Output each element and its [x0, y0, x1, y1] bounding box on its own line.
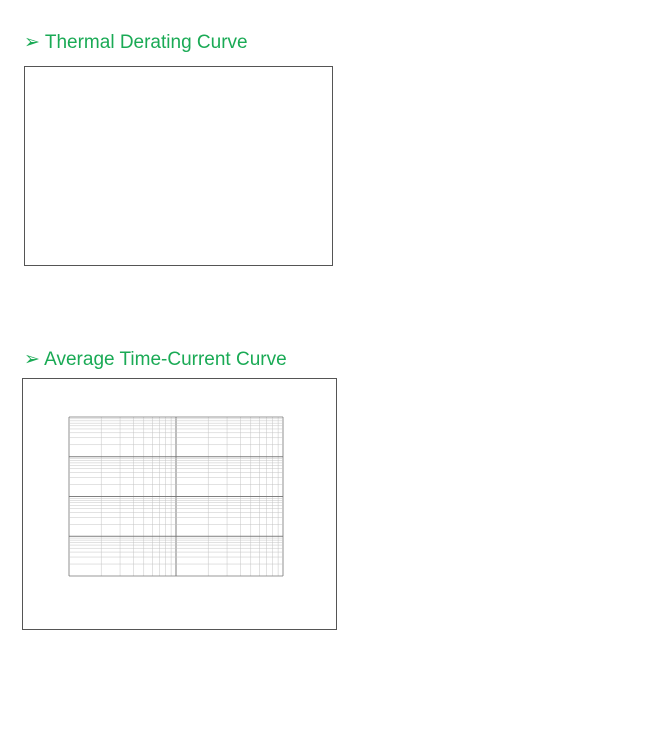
thermal-derating-title: ➢ Thermal Derating Curve	[24, 32, 248, 53]
time-current-panel	[22, 378, 337, 630]
derating-chart	[25, 67, 332, 265]
time-current-chart	[68, 416, 284, 577]
average-time-current-title: ➢ Average Time-Current Curve	[24, 349, 287, 370]
chart-grid	[68, 416, 284, 577]
thermal-derating-panel	[24, 66, 333, 266]
